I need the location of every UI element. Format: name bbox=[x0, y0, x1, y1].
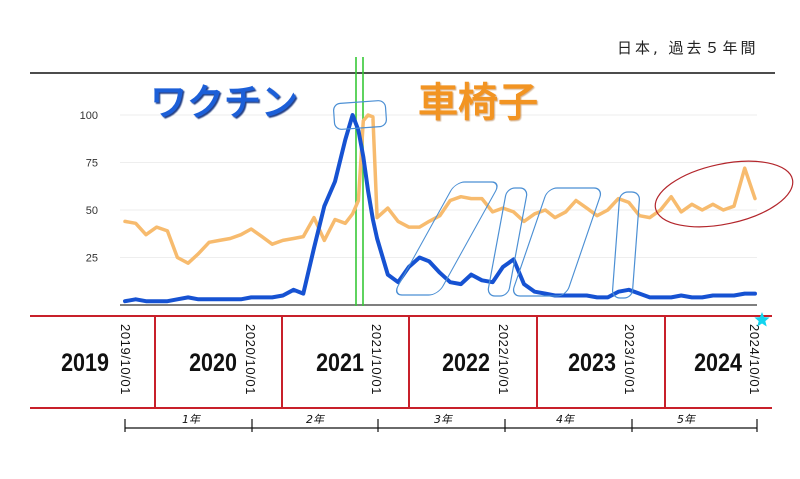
highlight-group-2 bbox=[487, 187, 528, 297]
series-label-wheelchair: 車椅子 bbox=[418, 80, 538, 126]
year-label: 2019 bbox=[61, 348, 109, 376]
date-label: 2022/10/01 bbox=[496, 324, 511, 395]
span-label: 3年 bbox=[434, 413, 453, 426]
date-label: 2019/10/01 bbox=[118, 324, 133, 395]
year-label: 2020 bbox=[189, 348, 237, 376]
year-label: 2021 bbox=[316, 348, 364, 376]
date-label: 2023/10/01 bbox=[622, 324, 637, 395]
grid-layer bbox=[120, 114, 757, 258]
highlight-group-1 bbox=[396, 181, 498, 296]
highlight-parallelogram bbox=[396, 181, 498, 296]
date-label: 2024/10/01 bbox=[747, 324, 762, 395]
span-label: 1年 bbox=[182, 413, 201, 426]
year-span-bracket: 1年 2年 3年 4年 5年 bbox=[124, 413, 758, 432]
y-tick-label: 50 bbox=[86, 205, 98, 217]
highlight-box-peak bbox=[333, 100, 387, 130]
y-tick-label: 25 bbox=[86, 253, 98, 265]
timeline-band: 2019 2020 2021 2022 2023 2024 2019/10/01… bbox=[30, 315, 772, 409]
highlight-group-4 bbox=[611, 191, 640, 299]
span-label: 2年 bbox=[306, 413, 325, 426]
highlight-group-3 bbox=[512, 187, 602, 297]
y-axis-labels: 100 75 50 25 bbox=[80, 110, 98, 265]
region-period-caption: 日本, 過去５年間 bbox=[617, 39, 759, 57]
star-icon bbox=[754, 312, 770, 327]
year-label: 2024 bbox=[694, 348, 742, 376]
highlight-ellipse-2024 bbox=[654, 160, 794, 228]
series-layer bbox=[123, 113, 757, 304]
highlight-parallelogram bbox=[487, 187, 528, 297]
series-line-vaccine bbox=[123, 113, 757, 304]
series-line-wheelchair bbox=[123, 113, 757, 265]
series-label-vaccine: ワクチン bbox=[150, 81, 298, 124]
span-label: 5年 bbox=[677, 413, 696, 426]
span-label: 4年 bbox=[556, 413, 575, 426]
date-label: 2020/10/01 bbox=[243, 324, 258, 395]
year-label: 2023 bbox=[568, 348, 616, 376]
y-tick-label: 75 bbox=[86, 158, 98, 170]
date-label: 2021/10/01 bbox=[369, 324, 384, 395]
highlight-parallelogram bbox=[611, 191, 640, 299]
y-tick-label: 100 bbox=[80, 110, 98, 122]
highlight-parallelogram bbox=[512, 187, 602, 297]
year-label: 2022 bbox=[442, 348, 490, 376]
